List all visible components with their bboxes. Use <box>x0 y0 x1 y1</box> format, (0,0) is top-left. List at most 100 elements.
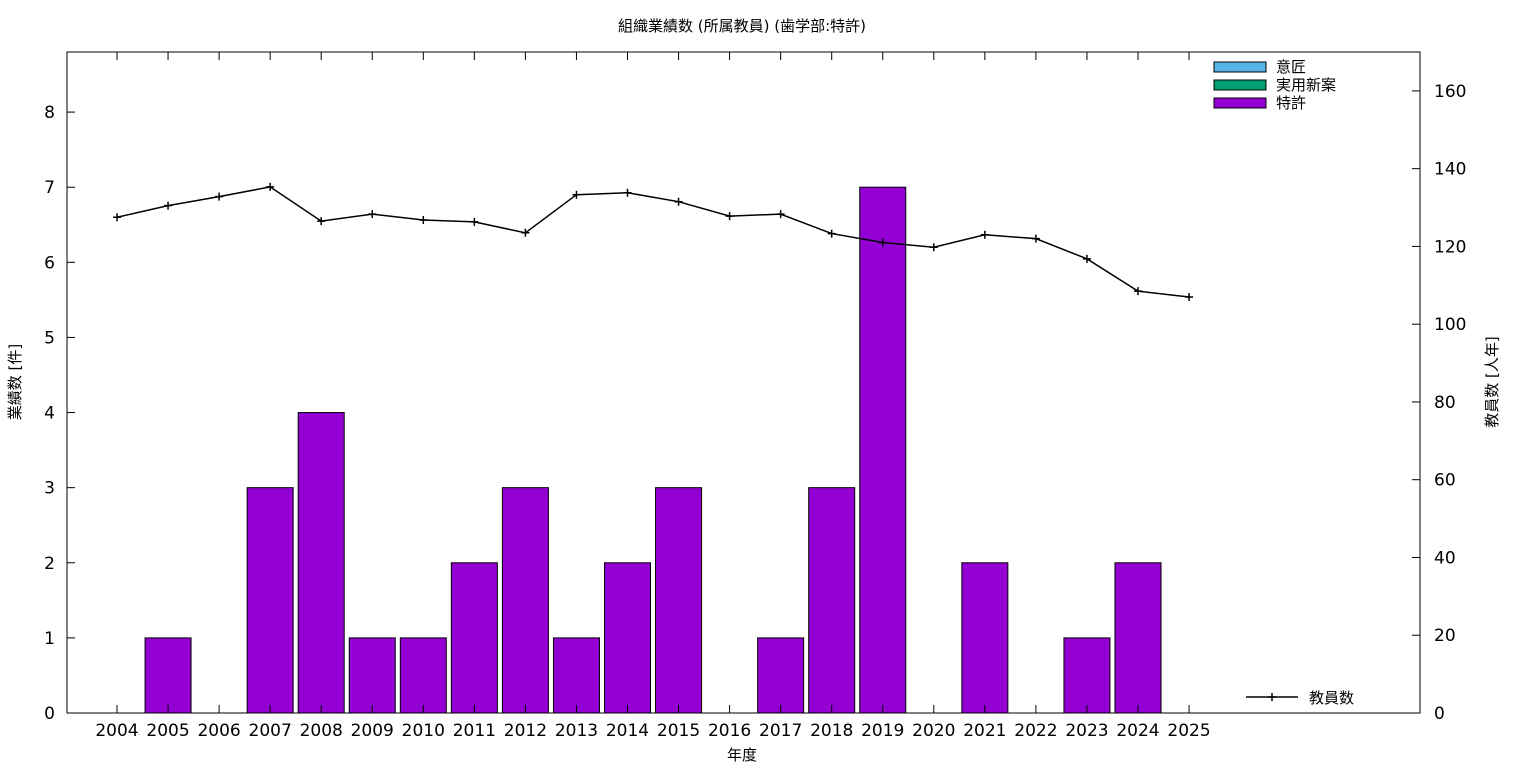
line-point-2024 <box>1134 287 1142 296</box>
x-tick-label: 2008 <box>300 721 343 741</box>
bar-2024-2 <box>1114 562 1162 714</box>
y2-tick-label: 140 <box>1434 160 1466 180</box>
x-tick-label: 2011 <box>453 721 496 741</box>
bar-2017-2 <box>757 637 805 714</box>
line-point-2010 <box>419 215 428 224</box>
line-point-2025 <box>1185 292 1194 301</box>
x-tick-label: 2020 <box>912 721 955 741</box>
chart-title: 組織業績数 (所属教員) (歯学部:特許) <box>618 17 866 35</box>
line-point-2008 <box>317 217 326 226</box>
x-tick-label: 2007 <box>249 721 292 741</box>
line-point-2004 <box>113 213 121 222</box>
y2-tick-label: 100 <box>1434 315 1466 335</box>
x-tick-label: 2010 <box>402 721 445 741</box>
y-tick-label: 2 <box>44 554 55 574</box>
bar-2009-2 <box>348 637 396 714</box>
line-point-2009 <box>368 210 377 219</box>
x-tick-label: 2024 <box>1116 721 1159 741</box>
x-tick-label: 2012 <box>504 721 547 741</box>
y-tick-label: 8 <box>44 103 55 123</box>
y2-tick-label: 80 <box>1434 393 1456 413</box>
bar-2019-2 <box>859 186 907 714</box>
y2-tick-label: 120 <box>1434 237 1466 257</box>
line-point-2021 <box>980 230 989 239</box>
x-tick-label: 2017 <box>759 721 802 741</box>
x-tick-label: 2013 <box>555 721 598 741</box>
y2-tick-label: 20 <box>1434 626 1456 646</box>
x-tick-label: 2018 <box>810 721 853 741</box>
line-legend: 教員数 <box>1246 689 1354 707</box>
y2-axis-label: 教員数 [人年] <box>1483 336 1501 427</box>
bar-2012-2 <box>501 487 549 714</box>
line-point-2019 <box>878 238 887 247</box>
legend-label: 実用新案 <box>1276 76 1336 94</box>
line-point-2017 <box>776 210 785 219</box>
x-tick-label: 2009 <box>351 721 394 741</box>
y-tick-label: 5 <box>44 328 55 348</box>
y-tick-label: 4 <box>44 404 55 424</box>
x-tick-label: 2014 <box>606 721 649 741</box>
bars-layer <box>144 186 1162 714</box>
line-point-2006 <box>215 192 224 201</box>
line-point-2018 <box>827 229 836 238</box>
x-tick-label: 2004 <box>95 721 138 741</box>
line-point-2012 <box>521 228 530 237</box>
x-tick-label: 2019 <box>861 721 904 741</box>
y2-tick-label: 160 <box>1434 82 1466 102</box>
line-point-2016 <box>725 212 734 221</box>
line-point-2007 <box>266 182 275 191</box>
bar-2014-2 <box>604 562 651 714</box>
legend-label: 意匠 <box>1276 58 1306 76</box>
x-tick-label: 2025 <box>1167 721 1210 741</box>
line-point-2023 <box>1082 254 1091 263</box>
bar-2010-2 <box>399 637 447 714</box>
line-legend-label: 教員数 <box>1309 689 1354 707</box>
bar-2023-2 <box>1063 637 1111 714</box>
bar-2021-2 <box>961 562 1009 714</box>
bar-2013-2 <box>552 637 600 714</box>
x-tick-label: 2016 <box>708 721 751 741</box>
legend-label: 特許 <box>1276 94 1306 112</box>
legend-swatch <box>1213 97 1267 109</box>
line-point-2020 <box>929 243 938 252</box>
x-tick-label: 2022 <box>1014 721 1057 741</box>
x-axis: 2004 2005 2006 2007 2008 2009 2010 2011 2012 2013… <box>95 52 1211 741</box>
line-point-2013 <box>572 190 581 199</box>
y-tick-label: 0 <box>44 704 55 724</box>
x-tick-label: 2015 <box>657 721 700 741</box>
y-tick-label: 1 <box>44 629 55 649</box>
line-point-2011 <box>470 217 479 226</box>
x-tick-label: 2006 <box>197 721 240 741</box>
legend-swatch <box>1213 61 1267 73</box>
x-tick-label: 2023 <box>1065 721 1108 741</box>
y-axis-label: 業績数 [件] <box>6 344 24 420</box>
bar-2007-2 <box>246 487 294 714</box>
bar-2005-2 <box>144 637 192 714</box>
y-tick-label: 3 <box>44 479 55 499</box>
line-point-2005 <box>164 201 173 210</box>
y2-tick-label: 40 <box>1434 548 1456 568</box>
line-layer <box>113 182 1194 301</box>
bar-2018-2 <box>808 487 856 714</box>
bar-2015-2 <box>655 487 703 714</box>
y2-tick-label: 0 <box>1434 704 1445 724</box>
y2-axis: 0 20 40 60 80 100 120 140 160 <box>1412 82 1466 724</box>
line-point-2014 <box>623 188 632 197</box>
y-tick-label: 6 <box>44 253 55 273</box>
y2-tick-label: 60 <box>1434 471 1456 491</box>
plot-frame <box>66 51 1421 714</box>
x-tick-label: 2005 <box>146 721 189 741</box>
bar-2011-2 <box>450 562 498 714</box>
legend-swatch <box>1213 79 1267 91</box>
bar-2008-2 <box>297 412 345 714</box>
y-axis: 0 1 2 3 4 5 6 7 8 <box>44 103 75 724</box>
line-point-2022 <box>1031 234 1040 243</box>
x-tick-label: 2021 <box>963 721 1006 741</box>
line-legend-marker <box>1268 693 1276 701</box>
line-series-staff <box>116 186 1190 298</box>
y-tick-label: 7 <box>44 178 55 198</box>
line-point-2015 <box>674 197 683 206</box>
x-axis-label: 年度 <box>727 746 757 764</box>
